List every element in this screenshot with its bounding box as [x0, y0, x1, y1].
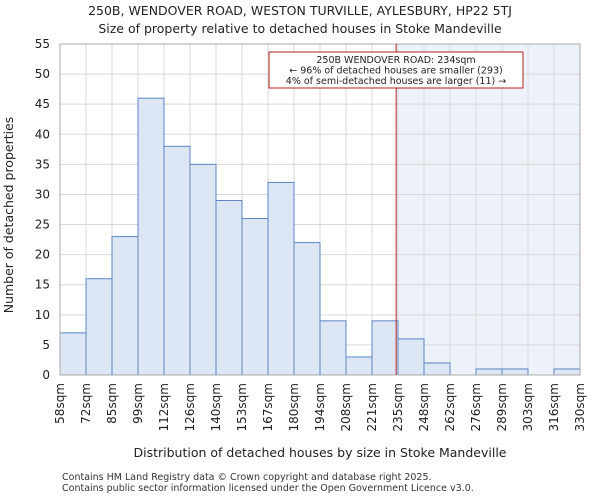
- y-axis-title: Number of detached properties: [1, 117, 16, 314]
- x-tick-label: 248sqm: [417, 383, 431, 431]
- x-tick-label: 58sqm: [53, 383, 67, 424]
- x-tick-label: 303sqm: [521, 383, 535, 431]
- bar: [423, 362, 451, 376]
- y-tick-label: 45: [35, 97, 50, 111]
- y-tick-label: 50: [35, 67, 50, 81]
- x-tick-label: 316sqm: [547, 383, 561, 431]
- annotation-line: 4% of semi-detached houses are larger (1…: [286, 76, 506, 87]
- x-tick-label: 221sqm: [365, 383, 379, 431]
- bar: [111, 236, 139, 376]
- bar: [59, 332, 87, 376]
- annotation-box: [268, 51, 524, 89]
- bar: [241, 218, 269, 376]
- x-tick-label: 112sqm: [157, 383, 171, 431]
- bar: [163, 145, 191, 376]
- x-tick-label: 330sqm: [573, 383, 587, 431]
- x-tick-label: 208sqm: [339, 383, 353, 431]
- attribution-footer: Contains HM Land Registry data © Crown c…: [62, 472, 474, 494]
- axes: [59, 43, 581, 376]
- y-tick-label: 10: [35, 308, 50, 322]
- bar: [189, 163, 217, 376]
- y-tick-label: 35: [35, 157, 50, 171]
- bar: [137, 97, 165, 376]
- y-tick-label: 30: [35, 187, 50, 201]
- y-tick-label: 0: [42, 368, 50, 382]
- x-axis-title: Distribution of detached houses by size …: [133, 445, 506, 460]
- attribution-line-1: Contains HM Land Registry data © Crown c…: [62, 472, 432, 483]
- x-tick-label: 194sqm: [313, 383, 327, 431]
- x-tick-label: 153sqm: [235, 383, 249, 431]
- tick-labels: 0 5 10 15 20 25 30 35 40 45 50 55 58sqm 72sqm 85sqm 99s…: [35, 37, 587, 431]
- y-tick-label: 5: [42, 338, 50, 352]
- bar: [371, 320, 399, 376]
- annotation-line: 250B WENDOVER ROAD: 234sqm: [316, 55, 475, 66]
- x-tick-label: 180sqm: [287, 383, 301, 431]
- bar: [475, 368, 503, 376]
- property-marker: 250B WENDOVER ROAD: 234sqm← 96% of detac…: [268, 44, 524, 375]
- bar: [553, 368, 581, 376]
- bar: [345, 356, 373, 376]
- x-tick-label: 276sqm: [469, 383, 483, 431]
- x-tick-label: 85sqm: [105, 383, 119, 424]
- x-tick-label: 262sqm: [443, 383, 457, 431]
- bar: [267, 181, 295, 376]
- x-tick-label: 72sqm: [79, 383, 93, 424]
- plot-frame: [59, 43, 581, 376]
- bar: [397, 338, 425, 376]
- chart-title-block: 250B, WENDOVER ROAD, WESTON TURVILLE, AY…: [0, 2, 600, 38]
- chart-title: 250B, WENDOVER ROAD, WESTON TURVILLE, AY…: [88, 3, 512, 18]
- annotation-line: ← 96% of detached houses are smaller (29…: [289, 66, 502, 77]
- x-tick-label: 99sqm: [131, 383, 145, 424]
- x-tick-label: 167sqm: [261, 383, 275, 431]
- x-tick-label: 126sqm: [183, 383, 197, 431]
- y-tick-label: 20: [35, 248, 50, 262]
- x-tick-label: 140sqm: [209, 383, 223, 431]
- y-tick-label: 40: [35, 127, 50, 141]
- y-tick-label: 25: [35, 218, 50, 232]
- bar: [501, 368, 529, 376]
- bars: [59, 97, 581, 376]
- bar: [85, 278, 113, 376]
- y-tick-label: 55: [35, 37, 50, 51]
- highlight-region-layer: [396, 44, 580, 375]
- attribution-line-2: Contains public sector information licen…: [62, 483, 474, 494]
- x-tick-label: 289sqm: [495, 383, 509, 431]
- y-tick-label: 15: [35, 278, 50, 292]
- bar: [319, 320, 347, 376]
- bar: [215, 199, 243, 376]
- bar: [293, 242, 321, 376]
- larger-region-shading: [396, 44, 580, 375]
- chart-subtitle: Size of property relative to detached ho…: [98, 21, 502, 36]
- x-tick-label: 235sqm: [391, 383, 405, 431]
